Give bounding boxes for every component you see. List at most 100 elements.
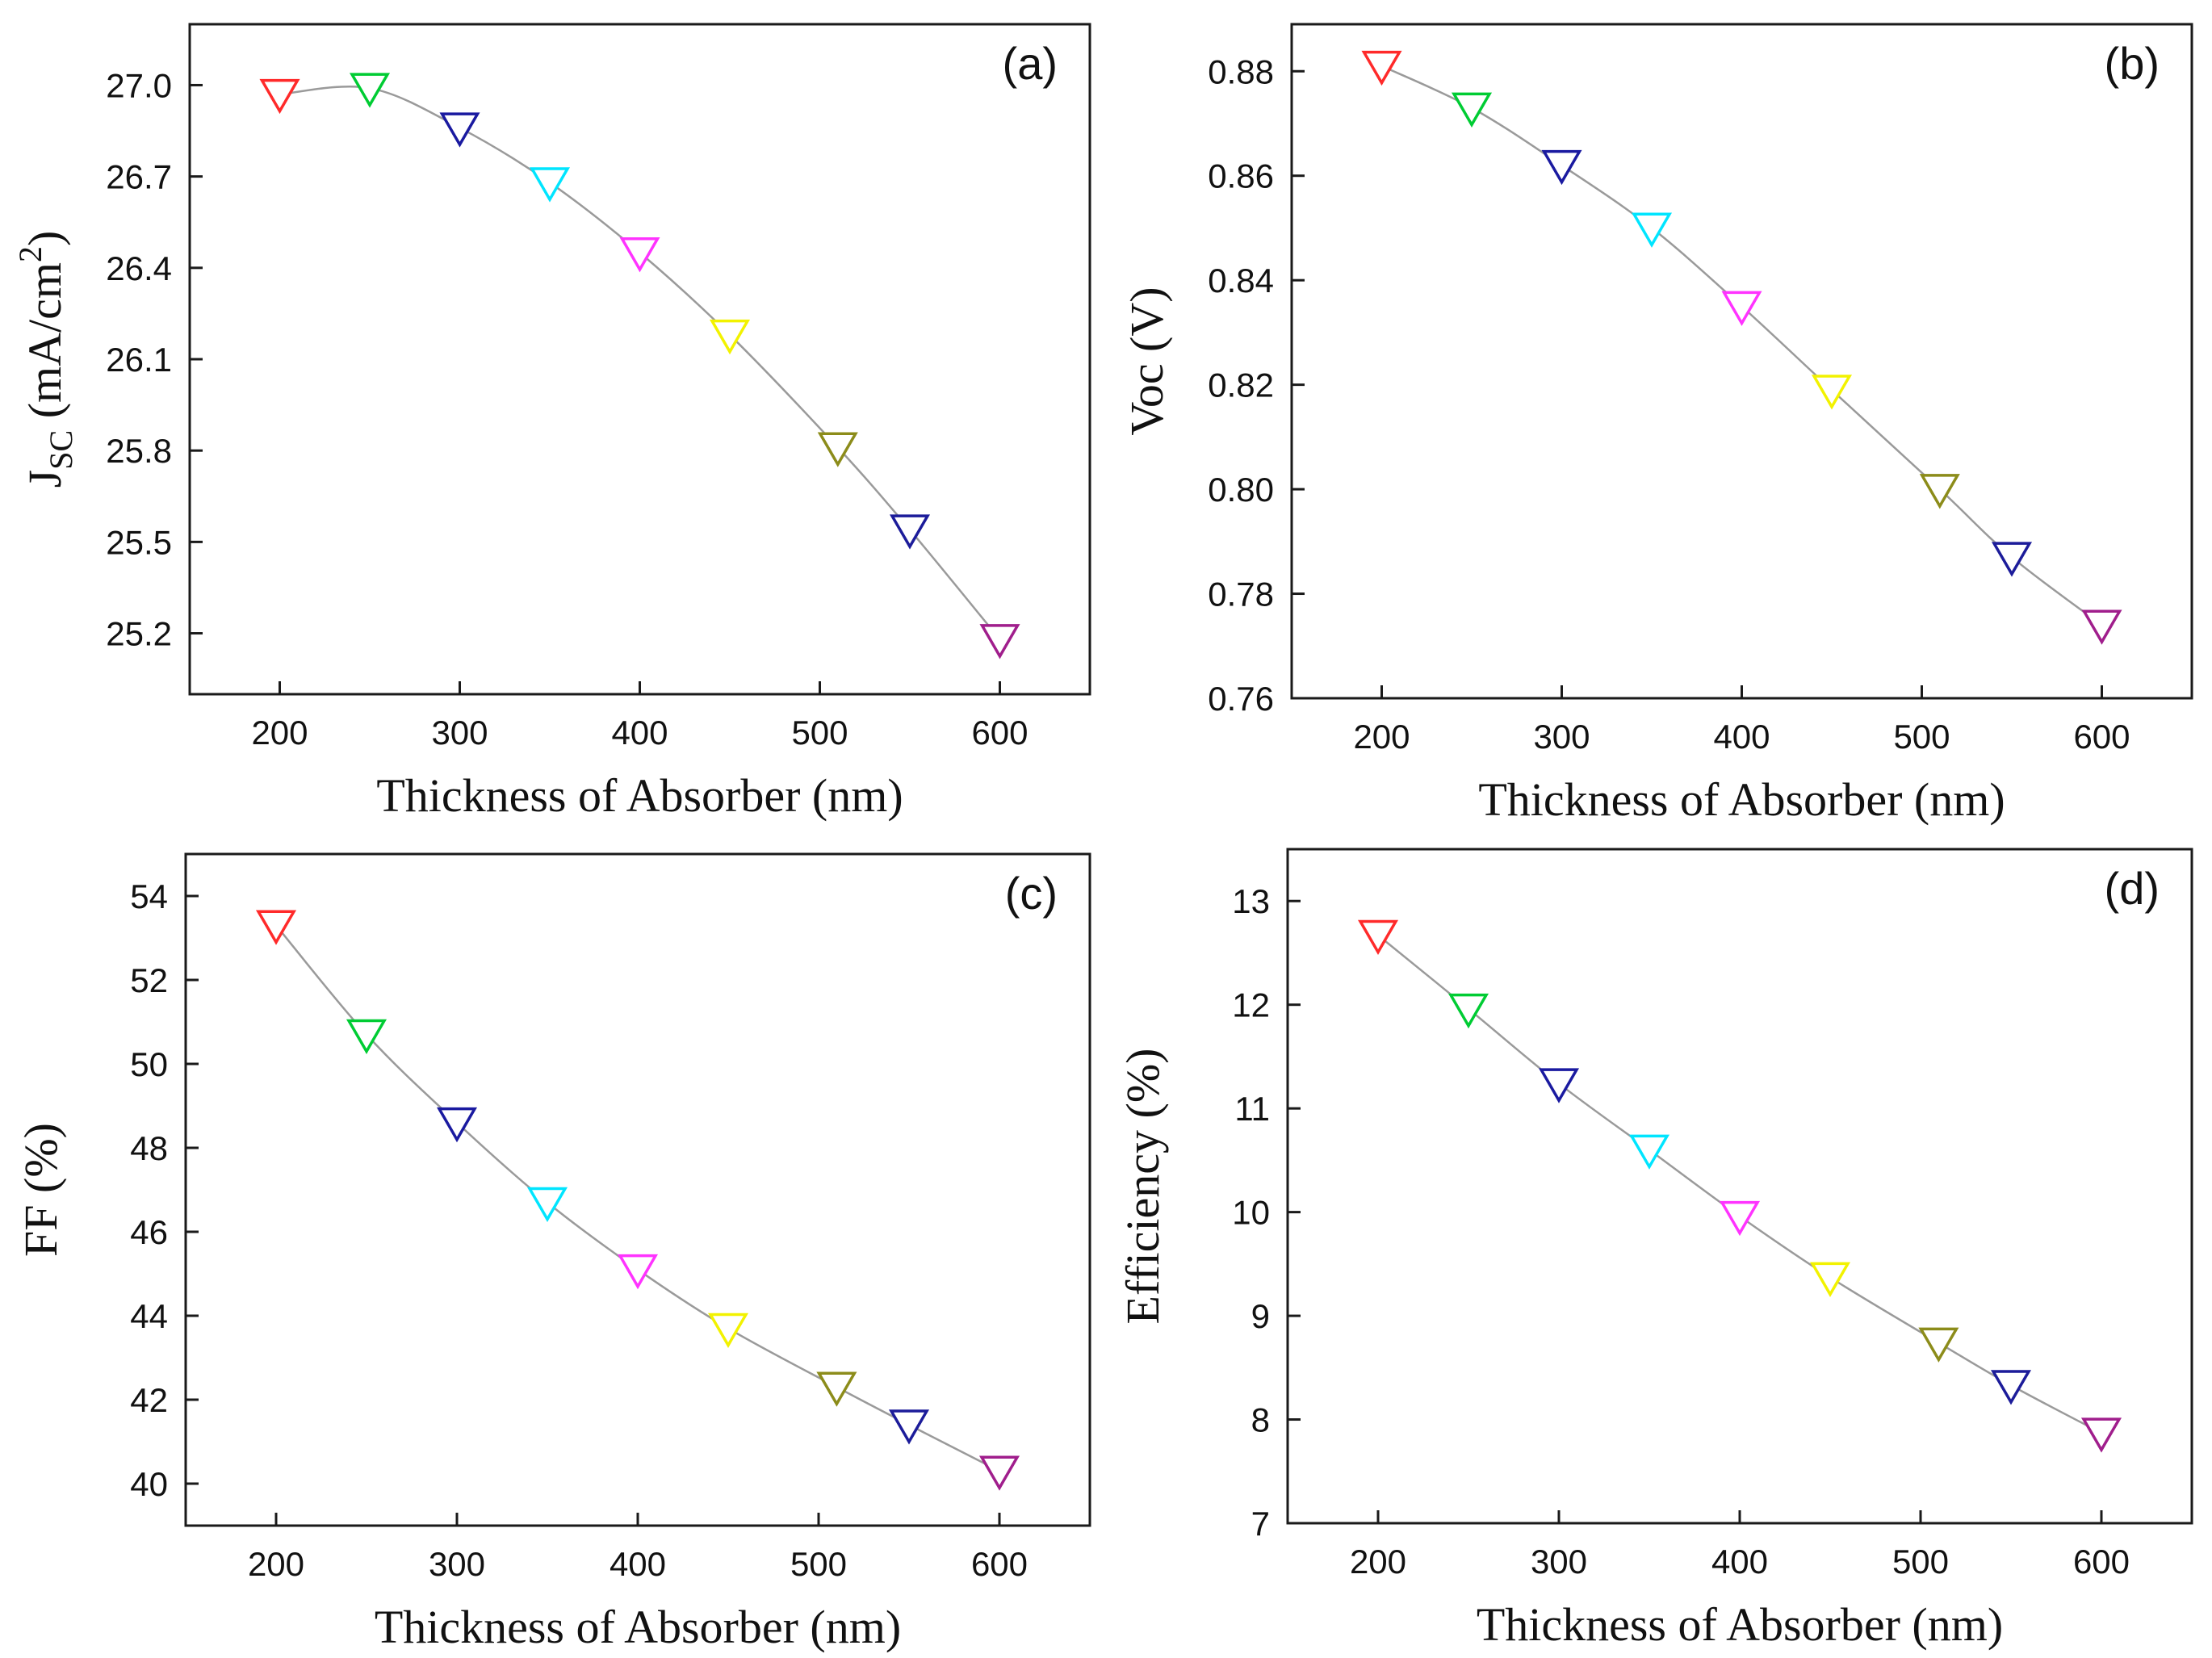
panel-d: 200 300 400 500 600 7 8 9 10 11 12 13 Thickness of A…: [1116, 848, 2193, 1651]
data-point-d: [1628, 1134, 1670, 1170]
x-tick-label-d: 200: [1350, 1543, 1406, 1581]
data-point-b: [1631, 212, 1673, 248]
y-axis-title-main-a: J: [19, 470, 71, 488]
data-point-c: [617, 1254, 659, 1290]
panel-label-d: (d): [2105, 863, 2160, 914]
y-tick-label-c: 44: [130, 1297, 168, 1335]
y-tick-label-b: 0.82: [1208, 366, 1274, 404]
y-tick-label-d: 12: [1232, 986, 1270, 1024]
y-axis-title-units-a: (mA/cm: [19, 262, 71, 430]
y-tick-label-a: 26.4: [106, 249, 172, 287]
data-point-c: [816, 1371, 857, 1407]
data-point-c: [707, 1313, 749, 1348]
data-point-c: [978, 1455, 1020, 1491]
data-point-d: [1990, 1370, 2032, 1405]
y-tick-label-d: 9: [1251, 1297, 1270, 1335]
y-tick-label-c: 50: [130, 1045, 168, 1083]
y-axis-title-sup-a: 2: [12, 246, 48, 262]
y-tick-label-b: 0.84: [1208, 262, 1274, 299]
data-point-c: [888, 1409, 930, 1445]
data-point-d: [1918, 1327, 1959, 1363]
x-tick-label-c: 300: [429, 1545, 485, 1583]
y-axis-title-close-a: ): [19, 231, 71, 246]
y-tick-label-d: 10: [1232, 1194, 1270, 1232]
data-point-b: [1721, 291, 1762, 326]
y-axis-title-main-c: FF (%): [15, 1123, 67, 1257]
x-tick-label-d: 300: [1531, 1543, 1587, 1581]
data-point-b: [2081, 609, 2122, 645]
data-point-d: [1719, 1200, 1761, 1237]
data-point-c: [255, 910, 297, 945]
data-point-b: [1361, 50, 1402, 86]
y-axis-title-a: JSC (mA/cm2): [12, 231, 79, 488]
panel-label-b: (b): [2105, 38, 2160, 89]
y-tick-label-b: 0.78: [1208, 576, 1274, 613]
y-axis-title-sub-a: SC: [43, 430, 79, 470]
y-axis-title-d: Efficiency (%): [1116, 1049, 1169, 1325]
panel-a: 200 300 400 500 600 25.2 25.5 25.8 26.1 26.4 26.7 2…: [12, 23, 1091, 822]
y-tick-label-b: 0.80: [1208, 471, 1274, 509]
data-point-b: [1451, 92, 1493, 128]
data-point-b: [1991, 542, 2033, 577]
x-tick-label-a: 300: [431, 714, 488, 752]
data-point-a: [889, 514, 931, 550]
x-tick-label-b: 400: [1713, 718, 1770, 756]
x-tick-label-a: 200: [251, 714, 308, 752]
y-tick-label-c: 46: [130, 1213, 168, 1251]
y-tick-label-d: 13: [1232, 882, 1270, 920]
data-point-b: [1811, 375, 1853, 410]
x-tick-label-d: 400: [1711, 1543, 1768, 1581]
data-point-a: [817, 432, 858, 467]
data-point-a: [259, 78, 300, 115]
x-tick-label-c: 400: [610, 1545, 666, 1583]
data-point-a: [979, 624, 1020, 659]
y-tick-label-c: 52: [130, 961, 168, 999]
x-axis-title-d: Thickness of Absorber (nm): [1477, 1598, 2003, 1651]
y-axis-title-main-b: Voc (V): [1121, 287, 1173, 435]
y-tick-label-c: 42: [130, 1381, 168, 1419]
data-point-c: [526, 1187, 568, 1222]
panel-c: 200 300 400 500 600 40 42 44 46 48 50 52 54 Thickness…: [15, 852, 1091, 1653]
x-tick-label-b: 500: [1893, 718, 1950, 756]
y-tick-label-c: 40: [130, 1465, 168, 1503]
panel-label-c: (c): [1005, 868, 1058, 919]
x-tick-label-a: 600: [971, 714, 1028, 752]
data-point-a: [439, 112, 480, 148]
x-tick-label-a: 500: [791, 714, 848, 752]
series-line-a: [279, 85, 1001, 640]
data-point-d: [1357, 919, 1399, 956]
y-tick-label-b: 0.86: [1208, 157, 1274, 195]
y-tick-label-a: 25.5: [106, 523, 172, 561]
x-tick-label-d: 500: [1892, 1543, 1949, 1581]
y-tick-label-d: 11: [1234, 1090, 1270, 1128]
y-tick-label-a: 25.2: [106, 615, 172, 653]
y-axis-title-main-d: Efficiency (%): [1116, 1049, 1169, 1325]
data-point-c: [346, 1019, 388, 1054]
x-tick-label-b: 200: [1353, 718, 1410, 756]
panel-b: 200 300 400 500 600 0.76 0.78 0.80 0.82 0.84 0.86 0…: [1121, 23, 2193, 826]
data-point-a: [709, 319, 751, 355]
x-axis-title-c: Thickness of Absorber (nm): [375, 1601, 901, 1653]
data-point-d: [1809, 1262, 1851, 1297]
panel-label-a: (a): [1003, 38, 1058, 89]
x-tick-label-b: 300: [1533, 718, 1590, 756]
y-tick-label-c: 48: [130, 1129, 168, 1167]
data-point-d: [1538, 1068, 1580, 1103]
x-tick-label-c: 500: [790, 1545, 847, 1583]
y-tick-label-a: 27.0: [106, 66, 172, 104]
y-tick-label-a: 26.7: [106, 158, 172, 196]
data-point-b: [1541, 149, 1582, 186]
x-tick-label-a: 400: [611, 714, 668, 752]
y-axis-title-c: FF (%): [15, 1123, 67, 1257]
x-tick-label-b: 600: [2073, 718, 2130, 756]
y-tick-label-b: 0.88: [1208, 52, 1274, 90]
x-axis-title-a: Thickness of Absorber (nm): [376, 769, 903, 822]
y-axis-title-b: Voc (V): [1121, 287, 1173, 435]
data-point-b: [1919, 474, 1960, 509]
data-point-c: [436, 1107, 478, 1143]
y-tick-label-d: 8: [1251, 1401, 1270, 1439]
y-tick-label-c: 54: [130, 877, 168, 915]
x-axis-title-b: Thickness of Absorber (nm): [1478, 773, 2005, 826]
x-tick-label-c: 600: [971, 1545, 1028, 1583]
